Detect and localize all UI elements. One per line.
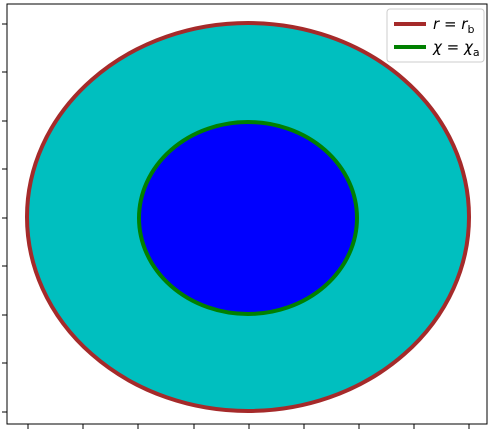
legend: r = rb χ = χa (386, 8, 485, 63)
legend-label-outer-boundary: r = rb (433, 15, 474, 36)
inner-region-ellipse (137, 120, 359, 316)
x-axis-ticks (27, 424, 470, 429)
legend-label-inner-boundary: χ = χa (432, 38, 480, 59)
y-axis-ticks (2, 23, 7, 413)
